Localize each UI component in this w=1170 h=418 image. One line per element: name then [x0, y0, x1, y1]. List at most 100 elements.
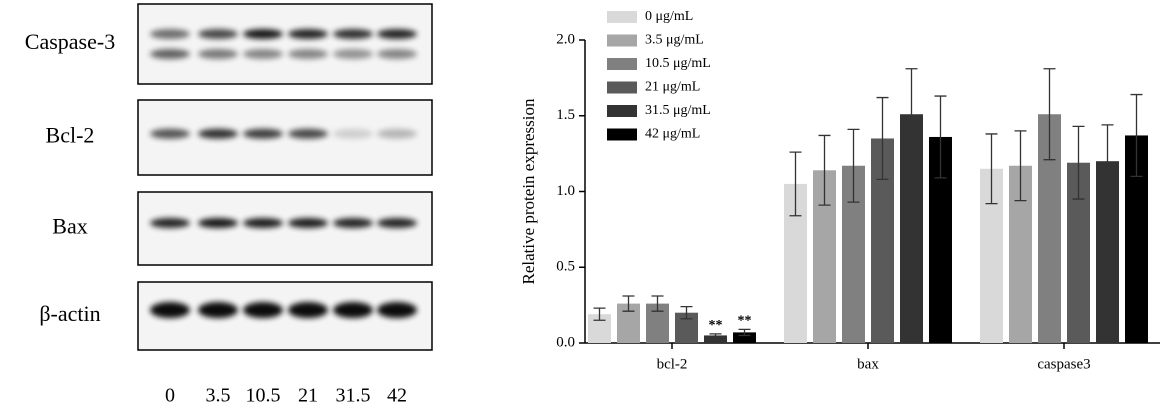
band: [288, 49, 328, 59]
error-bar: [985, 133, 998, 205]
band: [243, 128, 283, 139]
band: [377, 128, 417, 139]
band: [288, 218, 328, 229]
lane-label: 31.5: [336, 385, 371, 407]
blot-panel: [137, 3, 433, 85]
band: [288, 128, 328, 139]
y-axis-label: Relative protein expression: [519, 98, 538, 285]
bar: [733, 332, 756, 343]
legend-swatch: [607, 105, 637, 117]
error-bar: [847, 128, 860, 203]
band: [198, 302, 238, 319]
bar: [900, 114, 923, 343]
row-label: Caspase-3: [25, 29, 115, 54]
bar: [675, 312, 698, 343]
bar: [1067, 162, 1090, 343]
legend-swatch: [607, 11, 637, 23]
error-bar: [1014, 130, 1027, 202]
lane-label: 21: [298, 385, 318, 407]
band: [333, 29, 373, 39]
significance-label: **: [709, 318, 723, 333]
band: [377, 49, 417, 59]
band: [150, 218, 190, 229]
y-tick-label: 0.0: [556, 334, 575, 350]
blot-panel: [137, 99, 433, 176]
lane-label: 10.5: [246, 385, 281, 407]
blot-panel: [137, 281, 433, 351]
band: [377, 218, 417, 229]
error-bar: [593, 307, 606, 321]
bar: [813, 170, 836, 343]
bar: [646, 303, 669, 343]
row-label: Bax: [52, 214, 87, 239]
legend-label: 21 μg/mL: [645, 80, 700, 95]
legend-swatch: [607, 58, 637, 70]
lane-label: 3.5: [206, 385, 231, 407]
x-tick-label: bax: [857, 356, 879, 372]
row-label: Bcl-2: [46, 123, 95, 148]
error-bar: [876, 96, 889, 181]
error-bar: [1130, 93, 1143, 177]
y-tick-label: 1.0: [556, 183, 575, 199]
x-tick-label: caspase3: [1037, 356, 1090, 372]
band: [243, 302, 283, 319]
band: [333, 218, 373, 229]
band: [333, 128, 373, 139]
bar: [842, 165, 865, 343]
y-tick-label: 0.5: [556, 259, 575, 275]
row-label: β-actin: [39, 301, 100, 326]
bar: [1009, 165, 1032, 343]
error-bar: [934, 95, 947, 179]
bar: [784, 183, 807, 343]
band: [288, 302, 328, 319]
bar-chart: 0.0 0.5 1.0 1.5 2.0 Relative protein expressi…: [519, 9, 1160, 372]
band: [243, 29, 283, 39]
y-tick-label: 2.0: [556, 31, 575, 47]
band: [333, 49, 373, 59]
band: [198, 128, 238, 139]
bar: [929, 136, 952, 343]
significance-label: **: [738, 314, 752, 329]
band: [377, 29, 417, 39]
error-bar: [651, 295, 664, 312]
bar: [1096, 161, 1119, 343]
y-tick-label: 1.5: [556, 107, 575, 123]
bar: [871, 138, 894, 343]
error-bar: [738, 328, 751, 337]
band: [198, 218, 238, 229]
error-bar: [709, 333, 722, 338]
bar: [1125, 135, 1148, 343]
band: [150, 302, 190, 319]
error-bar: [1072, 125, 1085, 200]
band: [243, 49, 283, 59]
legend-label: 31.5 μg/mL: [645, 103, 711, 118]
error-bar: [680, 305, 693, 320]
band: [288, 29, 328, 39]
legend-label: 0 μg/mL: [645, 9, 693, 24]
error-bar: [789, 151, 802, 217]
band: [377, 302, 417, 319]
lane-label: 0: [165, 385, 175, 407]
band: [198, 29, 238, 39]
bar: [588, 314, 611, 343]
band: [333, 302, 373, 319]
bar: [617, 303, 640, 343]
legend-swatch: [607, 81, 637, 94]
blot-panel: [137, 191, 433, 266]
band: [150, 29, 190, 39]
error-bar: [1043, 68, 1056, 161]
bar: [704, 335, 727, 343]
band: [150, 49, 190, 59]
x-tick-label: bcl-2: [657, 356, 688, 372]
bar: [980, 168, 1003, 343]
legend-swatch: [607, 128, 637, 141]
legend-swatch: [607, 34, 637, 47]
lane-label: 42: [387, 385, 407, 407]
error-bar: [818, 134, 831, 206]
error-bar: [905, 68, 918, 161]
error-bar: [622, 295, 635, 312]
legend-label: 3.5 μg/mL: [645, 33, 704, 48]
band: [243, 218, 283, 229]
bar: [1038, 114, 1061, 343]
